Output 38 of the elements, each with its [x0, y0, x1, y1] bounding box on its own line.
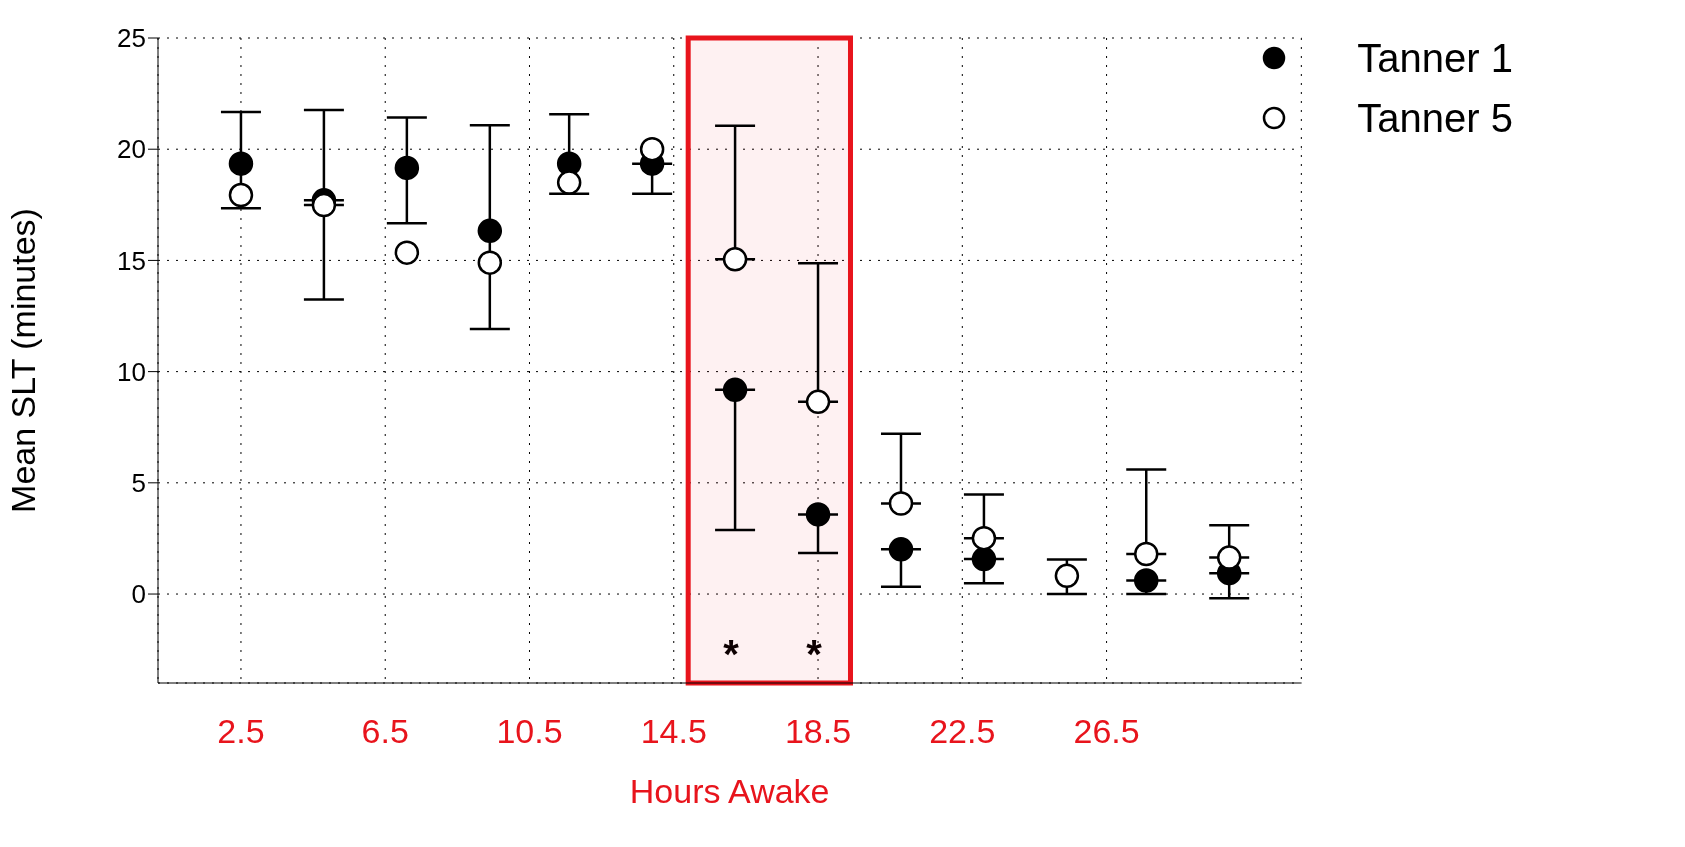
point	[722, 377, 748, 403]
annotation: *	[806, 632, 823, 676]
point	[971, 525, 997, 551]
legend-label: Tanner 1	[1357, 35, 1513, 82]
point	[394, 155, 420, 181]
legend-label: Tanner 5	[1357, 95, 1513, 142]
y-axis-title: Mean SLT (minutes)	[4, 208, 43, 513]
point	[888, 537, 914, 562]
point	[311, 192, 337, 218]
x-tick-label: 22.5	[929, 712, 996, 751]
y-tick-label: 5	[131, 468, 146, 499]
point	[477, 250, 503, 275]
x-tick-label: 26.5	[1073, 712, 1140, 751]
x-axis-title: Hours Awake	[629, 772, 830, 810]
x-tick-label: 18.5	[784, 712, 852, 751]
point	[805, 502, 831, 527]
x-tick-label: 6.5	[361, 712, 409, 751]
point	[805, 389, 831, 415]
point	[228, 151, 254, 176]
point	[228, 182, 254, 208]
point	[1133, 541, 1159, 567]
point	[1054, 563, 1080, 589]
y-tick-label: 15	[117, 245, 146, 276]
x-tick-label: 2.5	[217, 712, 265, 751]
point	[722, 247, 748, 272]
point	[477, 218, 503, 244]
x-tick-label: 14.5	[640, 712, 707, 751]
x-tick-label: 10.5	[496, 712, 563, 751]
y-tick-label: 20	[117, 134, 146, 165]
point	[639, 136, 665, 162]
point	[971, 546, 997, 572]
point	[888, 491, 914, 516]
y-tick-label: 10	[117, 356, 146, 387]
point	[1133, 568, 1159, 593]
y-tick-label: 25	[117, 23, 146, 54]
point	[1216, 545, 1242, 570]
y-tick-label: 0	[131, 579, 146, 610]
annotation: *	[723, 632, 740, 676]
